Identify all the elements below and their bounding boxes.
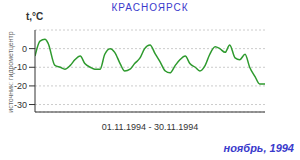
html-text:t,°C: t,°C [26,11,44,22]
svg-text:-30: -30 [14,100,27,110]
html-text:КРАСНОЯРСК: КРАСНОЯРСК [111,2,189,13]
html-text:01.11.1994 - 30.11.1994: 01.11.1994 - 30.11.1994 [101,122,199,132]
svg-text:-20: -20 [14,81,27,91]
html-text:ноябрь, 1994: ноябрь, 1994 [223,142,294,154]
svg-text:-10: -10 [14,62,27,72]
html-text:источник: гидрометцентр: источник: гидрометцентр [6,31,14,113]
svg-text:0: 0 [22,44,27,54]
